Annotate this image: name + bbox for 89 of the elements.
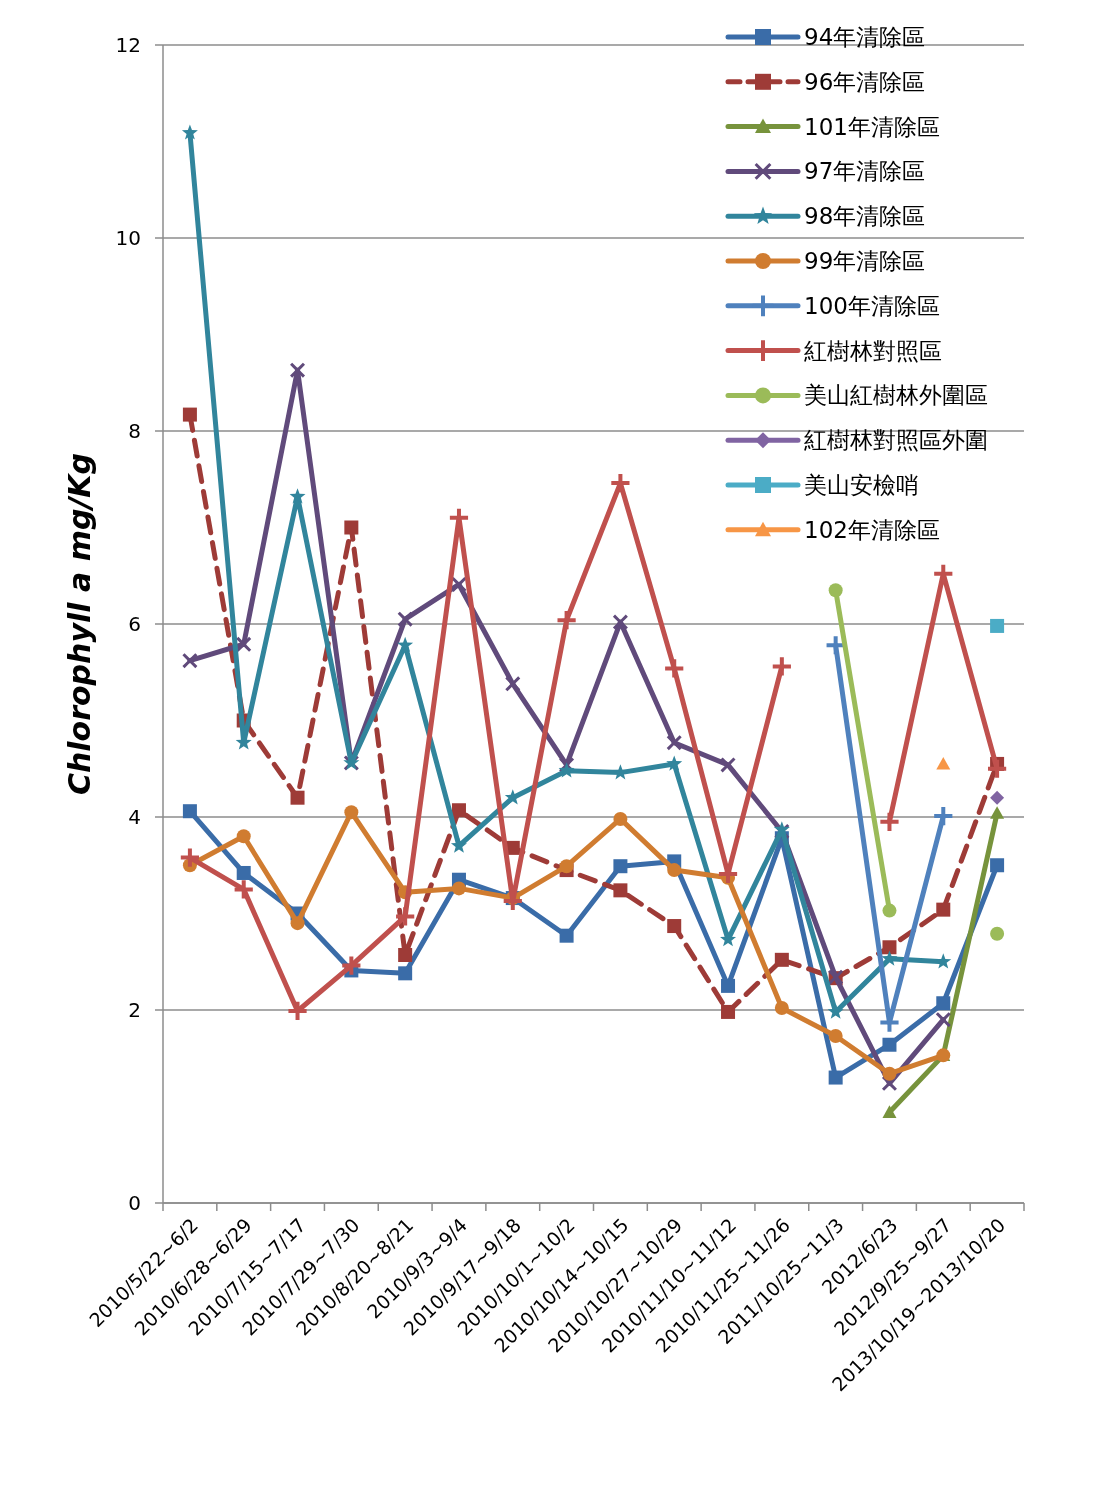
point: [289, 488, 306, 504]
point: [236, 636, 252, 652]
legend-label: 96年清除區: [804, 68, 926, 95]
point: [559, 928, 574, 943]
legend-label: 美山紅樹林外圍區: [804, 382, 988, 409]
point: [721, 1004, 736, 1019]
point: [721, 978, 736, 993]
point: [397, 636, 414, 653]
point: [882, 1066, 897, 1081]
point: [990, 858, 1005, 873]
point: [774, 952, 789, 967]
legend-label: 99年清除區: [804, 248, 926, 275]
point: [934, 806, 953, 826]
point: [882, 1037, 897, 1052]
legend-label: 紅樹林對照區外圍: [804, 427, 988, 454]
point: [397, 611, 413, 627]
point: [667, 863, 682, 878]
point: [236, 865, 251, 880]
point: [828, 1029, 843, 1044]
legend-label: 97年清除區: [804, 158, 926, 185]
point: [398, 948, 413, 962]
point: [613, 811, 628, 826]
point: [936, 756, 951, 770]
point: [450, 837, 467, 853]
point: [344, 520, 359, 535]
point: [559, 859, 574, 874]
point: [613, 859, 628, 874]
point: [882, 903, 897, 918]
point: [558, 762, 575, 778]
point: [880, 812, 899, 831]
point: [772, 657, 791, 676]
point: [557, 611, 576, 630]
y-tick-label: 8: [128, 419, 141, 443]
point: [936, 902, 951, 917]
point: [181, 124, 198, 140]
point: [667, 919, 682, 934]
point: [613, 883, 628, 898]
point: [828, 1070, 843, 1085]
point: [987, 759, 1007, 778]
point: [990, 618, 1005, 633]
legend-label: 101年清除區: [804, 113, 940, 140]
point: [720, 757, 736, 773]
point: [398, 966, 413, 981]
point: [451, 803, 466, 818]
point: [290, 916, 305, 931]
point: [881, 950, 898, 966]
y-tick-label: 12: [115, 33, 141, 57]
legend-label: 美山安檢哨: [804, 472, 919, 499]
legend-label: 紅樹林對照區: [804, 337, 942, 364]
y-tick-label: 6: [128, 612, 141, 636]
point: [396, 907, 415, 926]
point: [451, 576, 467, 592]
point: [612, 614, 628, 630]
y-tick-label: 10: [115, 226, 141, 250]
point: [182, 653, 198, 669]
point: [828, 583, 843, 598]
point: [826, 636, 845, 655]
y-tick-label: 0: [128, 1191, 141, 1215]
point: [666, 735, 682, 751]
legend-label: 98年清除區: [804, 203, 926, 230]
point: [342, 956, 361, 975]
point: [234, 880, 253, 899]
legend-label: 102年清除區: [804, 516, 940, 543]
point: [611, 474, 630, 493]
point: [344, 805, 359, 820]
point: [182, 804, 197, 819]
point: [182, 407, 197, 422]
point: [505, 676, 521, 692]
point: [774, 1001, 789, 1016]
point: [180, 848, 200, 867]
point: [827, 1003, 844, 1019]
point: [665, 659, 684, 678]
point: [882, 940, 897, 955]
point: [236, 829, 251, 844]
point: [451, 881, 466, 896]
y-axis-title: Chlorophyll a mg/Kg: [62, 452, 97, 796]
point: [288, 1001, 307, 1021]
point: [666, 755, 683, 771]
point: [720, 931, 737, 947]
point: [290, 362, 306, 378]
legend-label: 100年清除區: [804, 292, 940, 319]
legend-label: 94年清除區: [804, 24, 926, 51]
point: [290, 790, 305, 805]
y-tick-label: 4: [128, 805, 141, 829]
point: [990, 790, 1005, 805]
point: [990, 926, 1005, 941]
point: [935, 1012, 951, 1028]
y-tick-label: 2: [128, 998, 141, 1022]
point: [936, 996, 951, 1011]
